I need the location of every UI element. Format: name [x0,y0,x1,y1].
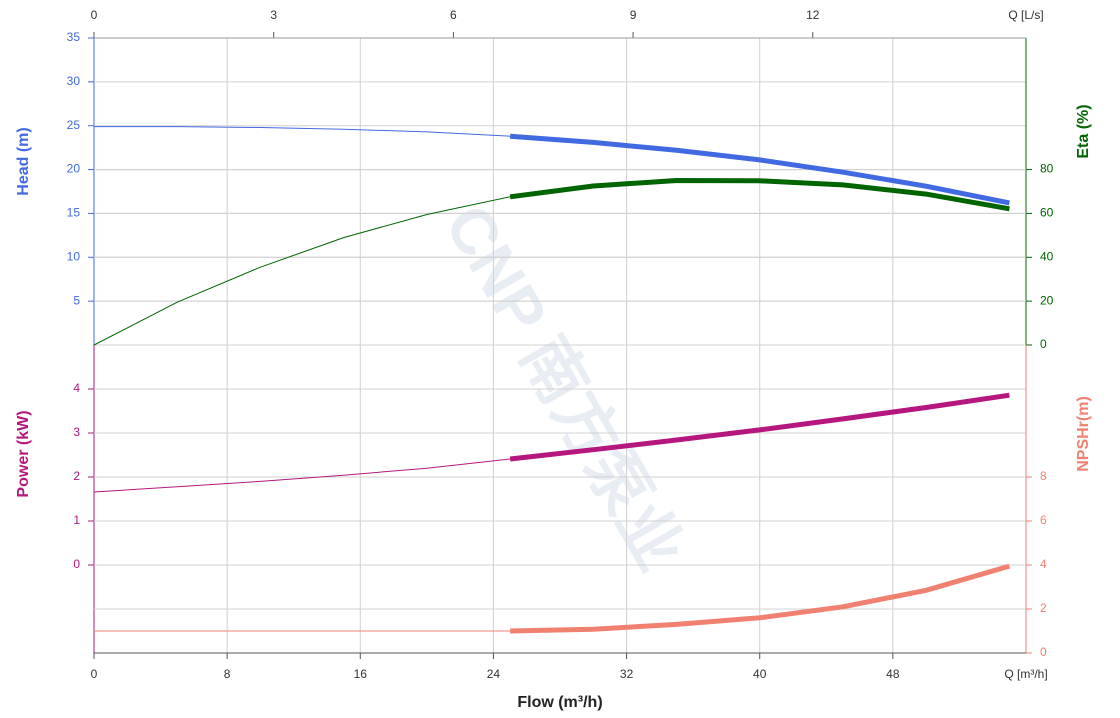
x-tick-label: 24 [487,667,501,681]
y-tick-label: 8 [1040,469,1047,483]
y-tick-label: 15 [67,206,81,220]
x-unit-label: Q [m³/h] [1004,667,1047,681]
x-tick-label: 0 [91,667,98,681]
y-tick-label: 20 [1040,293,1054,307]
x2-tick-label: 9 [630,8,637,22]
y-tick-label: 80 [1040,162,1054,176]
y-tick-label: 0 [1040,645,1047,659]
y-tick-label: 4 [73,381,80,395]
y-tick-label: 5 [73,293,80,307]
y-axis-title: NPSHr(m) [1075,396,1092,472]
x-tick-label: 16 [354,667,368,681]
x-axis-title: Flow (m³/h) [517,694,602,711]
y-tick-label: 40 [1040,249,1054,263]
x-tick-label: 32 [620,667,634,681]
y-tick-label: 2 [73,469,80,483]
y-tick-label: 6 [1040,513,1047,527]
y-tick-label: 35 [67,30,81,44]
y-axis-title: Power (kW) [15,410,32,497]
y-axis-title: Head (m) [15,127,32,195]
curve-operating [510,563,1011,634]
x2-tick-label: 6 [450,8,457,22]
curve-thin [94,126,511,137]
curve-operating [509,178,1010,212]
watermark: CNP 南方泵业 [431,193,697,582]
y-tick-label: 3 [73,425,80,439]
y-tick-label: 30 [67,74,81,88]
y-tick-label: 60 [1040,206,1054,220]
curve-thin [93,196,511,346]
x2-tick-label: 3 [270,8,277,22]
x-tick-label: 8 [224,667,231,681]
x-tick-label: 40 [753,667,767,681]
y-tick-label: 4 [1040,557,1047,571]
y-tick-label: 0 [73,557,80,571]
curve-operating [509,392,1010,462]
x-tick-label: 48 [886,667,900,681]
y-tick-label: 0 [1040,337,1047,351]
y-tick-label: 2 [1040,601,1047,615]
y-tick-label: 20 [67,162,81,176]
x2-unit-label: Q [L/s] [1008,8,1043,22]
curve-operating [509,133,1010,206]
x2-tick-label: 0 [91,8,98,22]
y-tick-label: 25 [67,118,81,132]
curve-thin [93,458,511,493]
y-tick-label: 10 [67,249,81,263]
x2-tick-label: 12 [806,8,820,22]
y-axis-title: Eta (%) [1075,104,1092,158]
y-tick-label: 1 [73,513,80,527]
